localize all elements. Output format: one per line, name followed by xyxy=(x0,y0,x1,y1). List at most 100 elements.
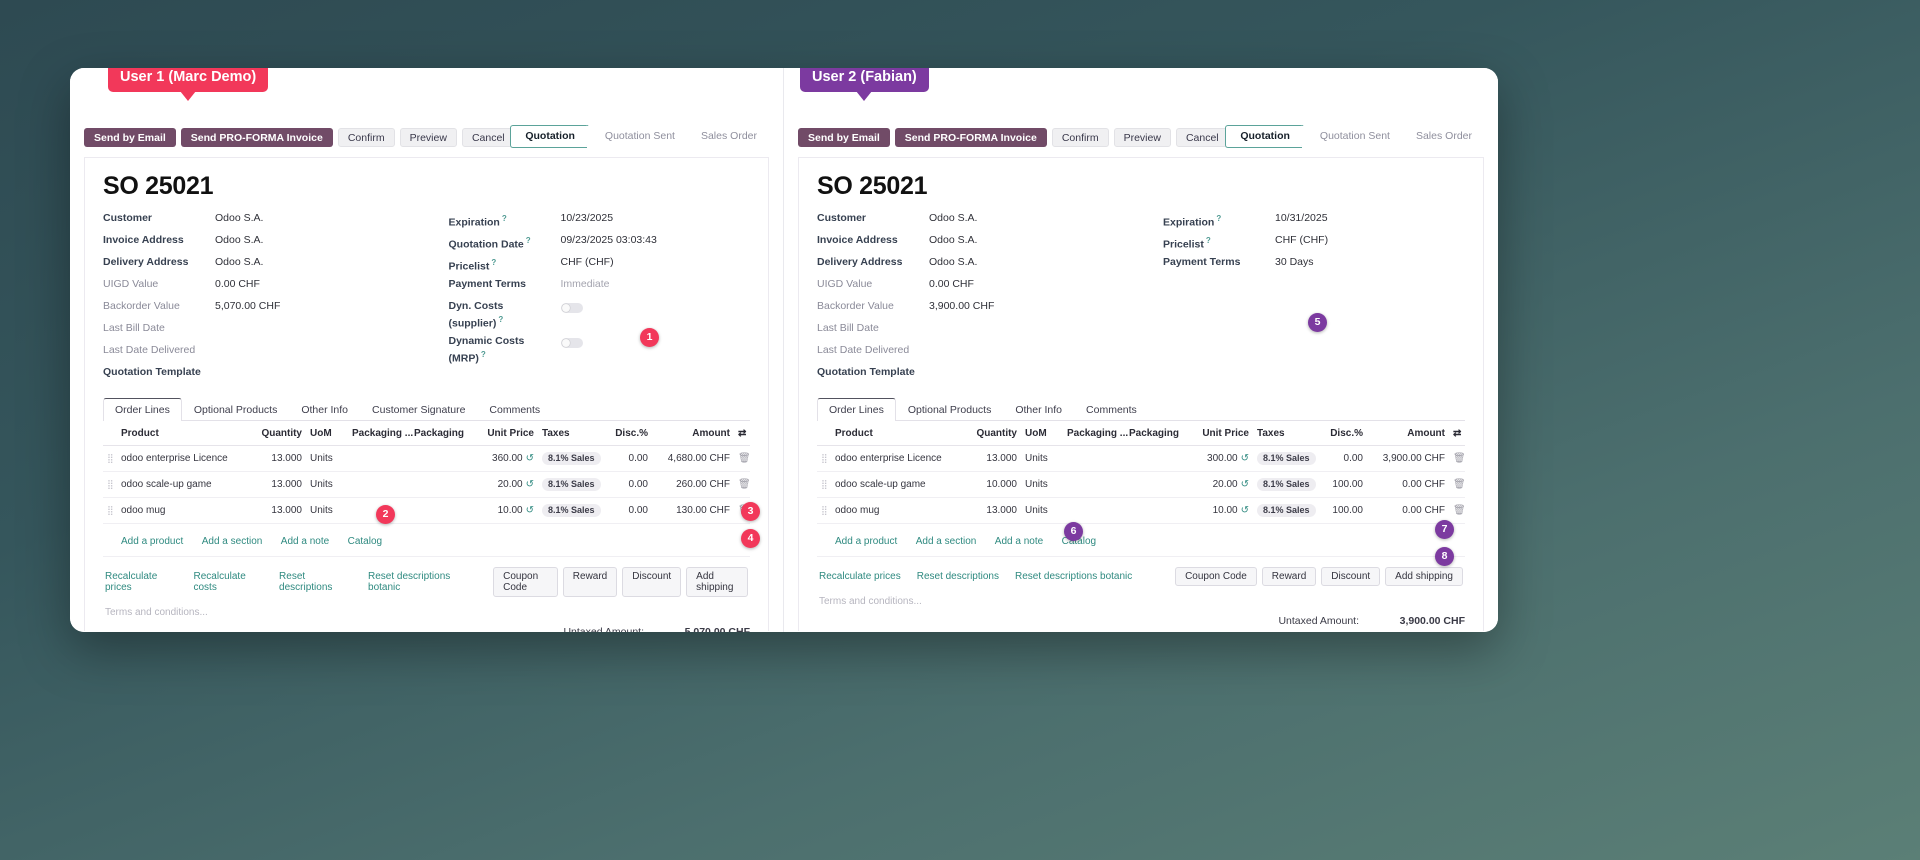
help-icon[interactable]: ? xyxy=(1205,236,1211,245)
col-packaging-ratio[interactable]: Packaging ... xyxy=(348,421,413,446)
col-product[interactable]: Product xyxy=(117,421,248,446)
cell-uom[interactable]: Units xyxy=(306,445,348,472)
cell-taxes[interactable]: 8.1% Sales xyxy=(1253,497,1321,524)
field-value[interactable]: Odoo S.A. xyxy=(929,256,978,268)
cell-uom[interactable]: Units xyxy=(1021,497,1063,524)
reward-button[interactable]: Reward xyxy=(1261,567,1317,586)
field-value[interactable]: 10/31/2025 xyxy=(1275,212,1328,224)
cell-product[interactable]: odoo enterprise Licence xyxy=(117,445,248,472)
col-amount[interactable]: Amount xyxy=(1367,421,1449,446)
cell-discount[interactable]: 0.00 xyxy=(606,445,652,472)
cell-uom[interactable]: Units xyxy=(1021,445,1063,472)
cell-product[interactable]: odoo scale-up game xyxy=(117,471,248,498)
cell-packaging[interactable] xyxy=(410,471,472,498)
cell-unit-price[interactable]: 20.00 ↺ xyxy=(1187,471,1253,498)
reward-button[interactable]: Reward xyxy=(562,567,618,597)
col-settings[interactable]: ⇄ xyxy=(734,421,750,446)
drag-handle-icon[interactable]: ⣿ xyxy=(107,505,115,515)
col-quantity[interactable]: Quantity xyxy=(248,421,306,446)
cell-product[interactable]: odoo enterprise Licence xyxy=(831,445,963,472)
stage-quotation[interactable]: Quotation xyxy=(510,125,587,148)
cell-discount[interactable]: 0.00 xyxy=(606,471,652,498)
table-row[interactable]: ⣿ odoo mug 13.000 Units 10.00 ↺ 8.1% Sale… xyxy=(103,497,750,524)
cell-quantity[interactable]: 10.000 xyxy=(963,471,1021,498)
col-taxes[interactable]: Taxes xyxy=(1253,421,1321,446)
cell-product[interactable]: odoo mug xyxy=(831,497,963,524)
tab-other-info[interactable]: Other Info xyxy=(1015,404,1063,416)
reset-price-icon[interactable]: ↺ xyxy=(525,453,534,464)
add-a-section-link[interactable]: Add a section xyxy=(915,536,977,547)
table-row[interactable]: ⣿ odoo enterprise Licence 13.000 Units 3… xyxy=(103,445,750,472)
add-shipping-button[interactable]: Add shipping xyxy=(686,567,748,597)
catalog-link[interactable]: Catalog xyxy=(347,536,383,547)
drag-handle-icon[interactable]: ⣿ xyxy=(821,479,829,489)
recalculate-costs-link[interactable]: Recalculate costs xyxy=(193,571,246,593)
coupon-code-button[interactable]: Coupon Code xyxy=(493,567,558,597)
table-row[interactable]: ⣿ odoo scale-up game 13.000 Units 20.00 ↺… xyxy=(103,471,750,498)
cell-taxes[interactable]: 8.1% Sales xyxy=(538,497,606,524)
help-icon[interactable]: ? xyxy=(525,236,531,245)
cell-quantity[interactable]: 13.000 xyxy=(248,471,306,498)
add-a-product-link[interactable]: Add a product xyxy=(121,536,184,547)
col-amount[interactable]: Amount xyxy=(652,421,734,446)
cell-quantity[interactable]: 13.000 xyxy=(963,445,1021,472)
field-value[interactable]: 10/23/2025 xyxy=(560,212,614,224)
cell-unit-price[interactable]: 10.00 ↺ xyxy=(472,497,538,524)
col-product[interactable]: Product xyxy=(831,421,963,446)
reset-price-icon[interactable]: ↺ xyxy=(1240,479,1249,490)
table-row[interactable]: ⣿ odoo scale-up game 10.000 Units 20.00 ↺… xyxy=(817,471,1465,498)
reset-price-icon[interactable]: ↺ xyxy=(1240,505,1249,516)
field-value[interactable]: 30 Days xyxy=(1275,256,1314,268)
table-row[interactable]: ⣿ odoo enterprise Licence 13.000 Units 3… xyxy=(817,445,1465,472)
col-taxes[interactable]: Taxes xyxy=(538,421,606,446)
cell-packaging-ratio[interactable] xyxy=(348,445,410,472)
add-a-note-link[interactable]: Add a note xyxy=(994,536,1044,547)
cell-taxes[interactable]: 8.1% Sales xyxy=(538,445,606,472)
delete-row-icon[interactable]: 🗑 xyxy=(1453,453,1465,464)
reset-descriptions-botanic-link[interactable]: Reset descriptions botanic xyxy=(368,571,451,593)
help-icon[interactable]: ? xyxy=(480,349,486,359)
table-row[interactable]: ⣿ odoo mug 13.000 Units 10.00 ↺ 8.1% Sale… xyxy=(817,497,1465,524)
field-value[interactable]: Odoo S.A. xyxy=(929,212,978,224)
stage-sales-order[interactable]: Sales Order xyxy=(1401,126,1484,147)
col-unit-price[interactable]: Unit Price xyxy=(472,421,538,446)
field-value[interactable]: Odoo S.A. xyxy=(929,234,978,246)
cell-taxes[interactable]: 8.1% Sales xyxy=(1253,471,1321,498)
field-value[interactable]: Immediate xyxy=(560,278,610,290)
cancel-button[interactable]: Cancel xyxy=(1175,127,1229,147)
recalculate-prices-link[interactable]: Recalculate prices xyxy=(819,571,901,582)
discount-button[interactable]: Discount xyxy=(622,567,682,597)
help-icon[interactable]: ? xyxy=(498,315,504,324)
col-discount[interactable]: Disc.% xyxy=(606,421,652,446)
add-shipping-button[interactable]: Add shipping xyxy=(1385,567,1463,586)
tab-order-lines[interactable]: Order Lines xyxy=(817,398,896,421)
cell-discount[interactable]: 0.00 xyxy=(1321,445,1367,472)
tab-other-info[interactable]: Other Info xyxy=(301,404,349,416)
col-discount[interactable]: Disc.% xyxy=(1321,421,1367,446)
cell-unit-price[interactable]: 10.00 ↺ xyxy=(1187,497,1253,524)
drag-handle-icon[interactable]: ⣿ xyxy=(821,505,829,515)
col-quantity[interactable]: Quantity xyxy=(963,421,1021,446)
drag-handle-icon[interactable]: ⣿ xyxy=(821,453,829,463)
col-uom[interactable]: UoM xyxy=(1021,421,1063,446)
cell-packaging-ratio[interactable] xyxy=(348,471,410,498)
reset-price-icon[interactable]: ↺ xyxy=(525,505,534,516)
cell-discount[interactable]: 100.00 xyxy=(1321,471,1367,498)
terms-placeholder-left[interactable]: Terms and conditions... xyxy=(105,607,208,618)
preview-button[interactable]: Preview xyxy=(1113,127,1171,147)
cell-packaging[interactable] xyxy=(1125,497,1187,524)
drag-handle-icon[interactable]: ⣿ xyxy=(107,479,115,489)
stage-quotation-sent[interactable]: Quotation Sent xyxy=(1301,126,1402,147)
cell-packaging[interactable] xyxy=(410,497,472,524)
field-value[interactable]: CHF (CHF) xyxy=(560,256,614,268)
field-value[interactable]: Odoo S.A. xyxy=(215,234,264,246)
tab-customer-signature[interactable]: Customer Signature xyxy=(372,404,466,416)
dynamic-costs-mrp-toggle[interactable] xyxy=(560,337,583,348)
col-uom[interactable]: UoM xyxy=(306,421,348,446)
cell-uom[interactable]: Units xyxy=(1021,471,1063,498)
reset-descriptions-link[interactable]: Reset descriptions xyxy=(916,571,999,582)
cell-unit-price[interactable]: 20.00 ↺ xyxy=(472,471,538,498)
cell-packaging[interactable] xyxy=(1125,471,1187,498)
cell-taxes[interactable]: 8.1% Sales xyxy=(1253,445,1321,472)
cell-packaging-ratio[interactable] xyxy=(1063,445,1125,472)
